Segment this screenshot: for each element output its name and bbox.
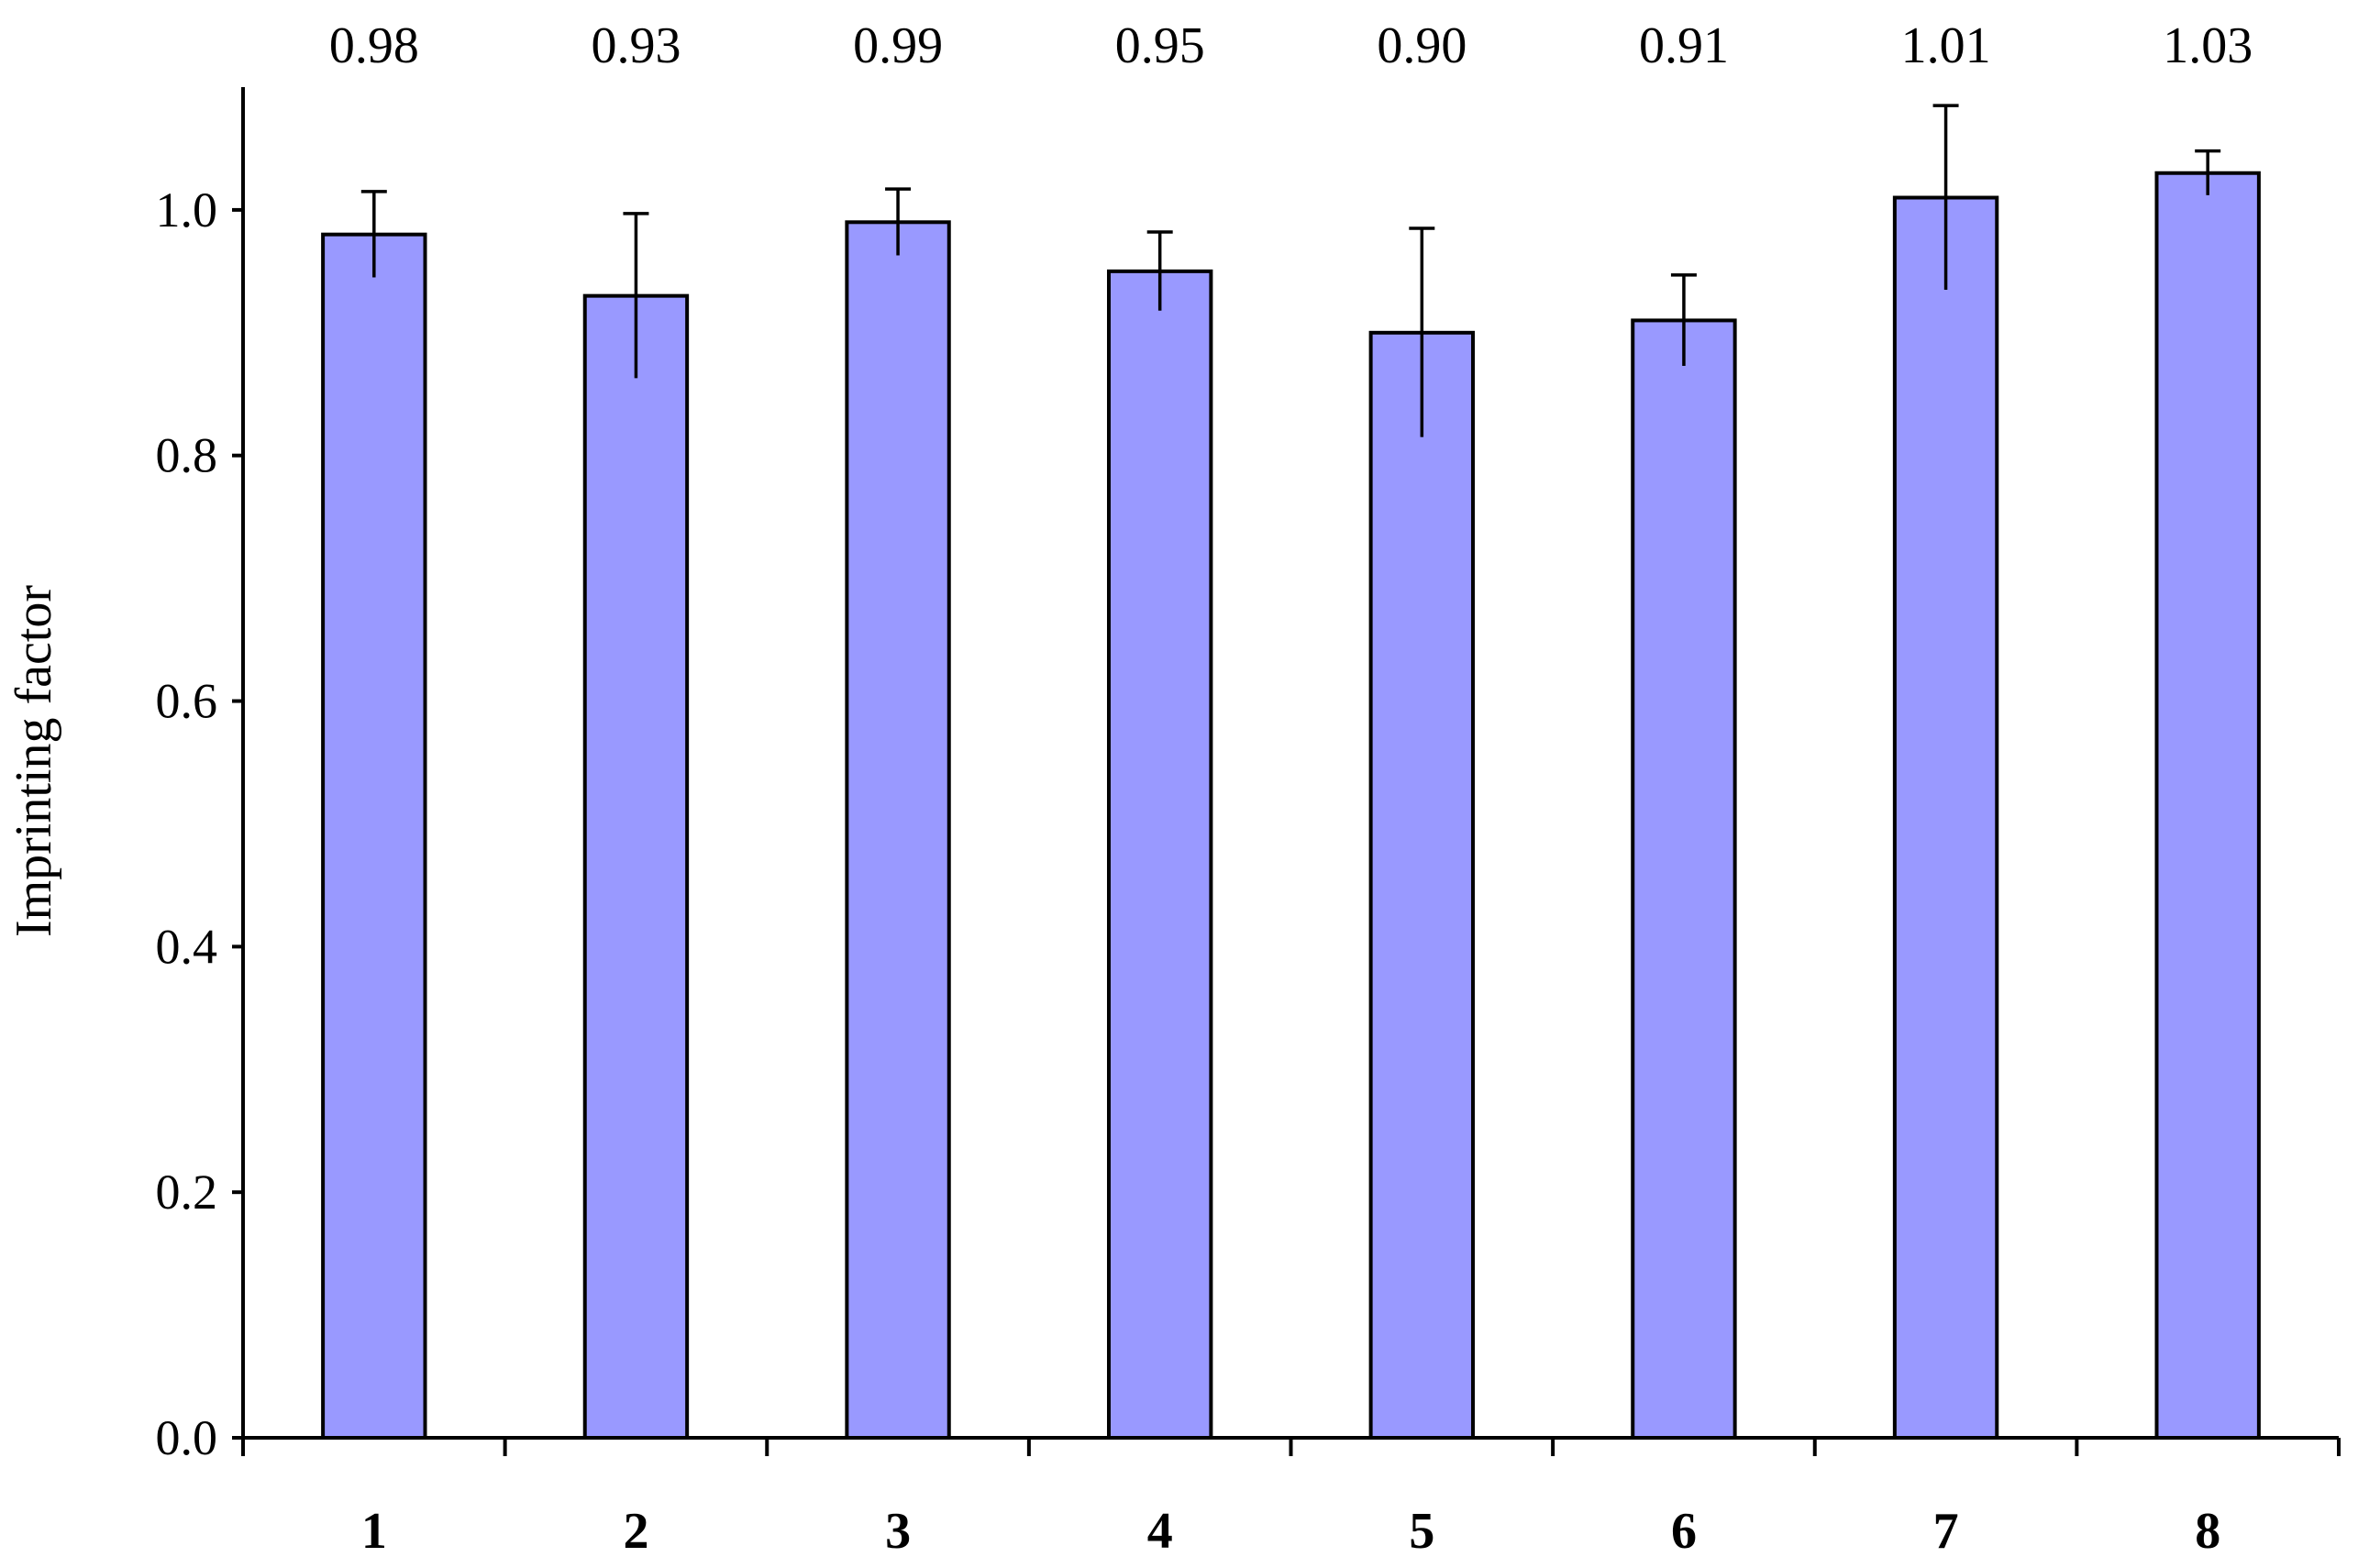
error-bars-group [360,104,2221,437]
y-tick-label: 0.6 [156,674,218,729]
data-label: 0.90 [1377,17,1467,74]
y-tick-label: 0.2 [156,1165,218,1220]
bars-group [321,171,2261,1441]
bar [1892,195,1999,1440]
category-label: 7 [1933,1503,1959,1560]
y-axis-label: Imprinting factor [6,585,62,937]
data-label: 0.91 [1639,17,1729,74]
bar [582,293,690,1440]
axes-group [241,87,2339,1440]
bar [845,220,951,1440]
data-labels-group: 0.98 0.93 0.99 0.95 0.90 0.91 1.01 1.03 [329,17,2253,74]
category-label: 4 [1147,1503,1173,1560]
category-label: 2 [623,1503,648,1560]
y-tick-label: 1.0 [156,182,218,237]
bar [321,232,427,1440]
bar [1106,269,1213,1440]
y-ticks-group: 0.0 0.2 0.4 0.6 0.8 1.0 [156,182,243,1465]
data-label: 0.95 [1115,17,1205,74]
category-label: 1 [361,1503,387,1560]
y-tick-label: 0.8 [156,428,218,483]
data-label: 0.93 [591,17,681,74]
bar [2154,171,2261,1441]
data-label: 0.99 [853,17,943,74]
data-label: 1.03 [2163,17,2253,74]
y-tick-label: 0.4 [156,919,218,974]
category-labels-group: 1 2 3 4 5 6 7 8 [361,1503,2220,1560]
category-label: 5 [1409,1503,1434,1560]
x-ticks-group [241,1438,2341,1456]
data-label: 0.98 [329,17,419,74]
category-label: 6 [1671,1503,1697,1560]
category-label: 8 [2195,1503,2220,1560]
data-label: 1.01 [1901,17,1991,74]
bar [1368,330,1476,1440]
category-label: 3 [885,1503,911,1560]
bar [1631,318,1737,1441]
y-tick-label: 0.0 [156,1410,218,1465]
